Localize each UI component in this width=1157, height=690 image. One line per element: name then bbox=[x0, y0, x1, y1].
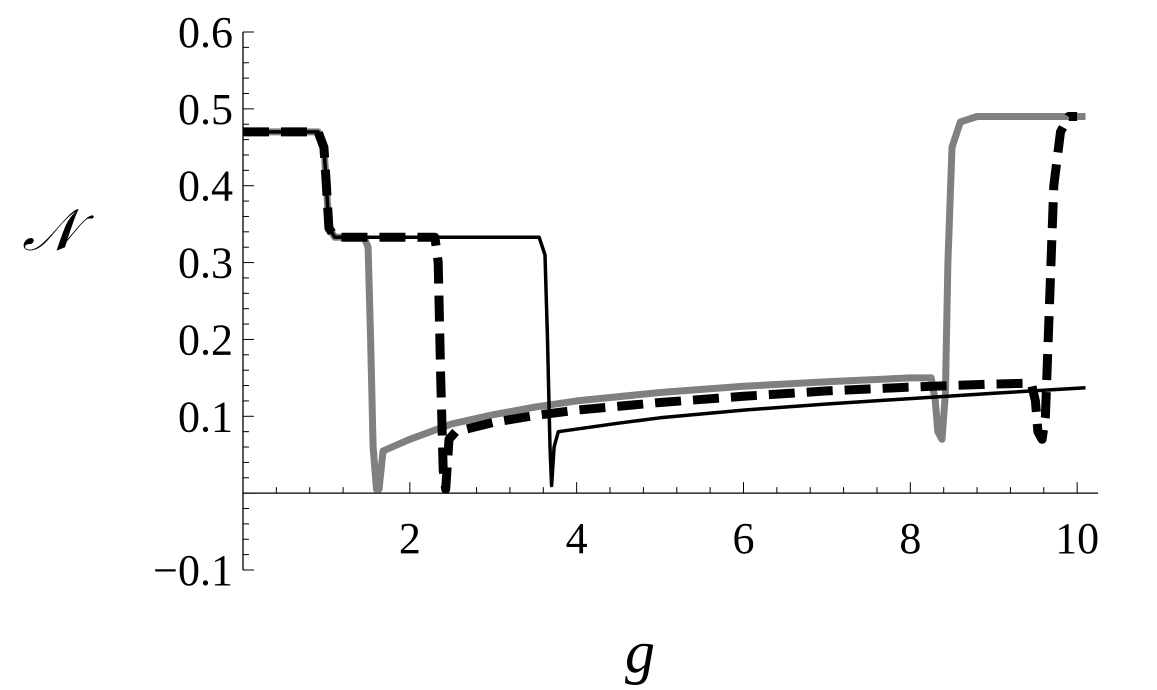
series-layer bbox=[243, 112, 1086, 494]
x-axis-label: g bbox=[625, 619, 655, 685]
y-tick-label: 0.5 bbox=[178, 85, 233, 134]
y-tick-label: 0.2 bbox=[178, 315, 233, 364]
y-tick-label: 0.6 bbox=[178, 8, 233, 57]
x-tick-label: 2 bbox=[399, 514, 421, 563]
y-tick-label: 0.3 bbox=[178, 239, 233, 288]
x-tick-label: 6 bbox=[732, 514, 754, 563]
series-line-1 bbox=[243, 113, 1086, 493]
axes bbox=[242, 31, 1098, 571]
x-tick-label: 4 bbox=[566, 514, 588, 563]
y-axis-label: 𝒩 bbox=[22, 198, 94, 263]
series-line-3 bbox=[243, 112, 1078, 494]
y-tick-label: −0.1 bbox=[153, 546, 233, 595]
y-tick-label: 0.1 bbox=[178, 392, 233, 441]
x-tick-label: 8 bbox=[899, 514, 921, 563]
tick-labels: 2 4 6 8 10 −0.1 0.1 0.2 0.3 0.4 0.5 0.6 bbox=[153, 8, 1099, 595]
x-tick-label: 10 bbox=[1055, 514, 1099, 563]
y-tick-label: 0.4 bbox=[178, 162, 233, 211]
